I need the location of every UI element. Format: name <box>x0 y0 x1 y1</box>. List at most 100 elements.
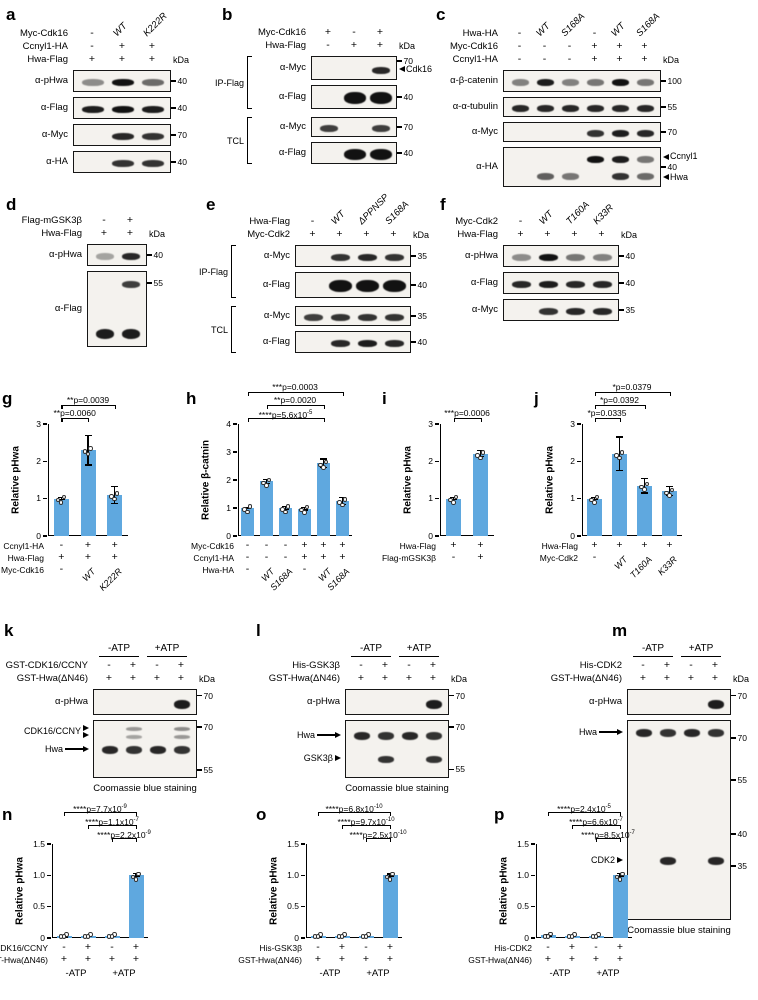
molecular-weight-marker: 35 <box>619 304 635 316</box>
x-symbol: + <box>616 953 624 965</box>
protein-band <box>512 253 531 261</box>
lane-variant: S168A <box>633 11 662 40</box>
x-group-label: -ATP <box>65 968 87 979</box>
marker-value: 35 <box>417 251 427 261</box>
lane-symbol: + <box>177 672 185 684</box>
data-point <box>61 494 67 500</box>
data-point <box>112 496 117 502</box>
y-tick <box>531 905 535 908</box>
lane-symbol: + <box>126 214 134 226</box>
data-point <box>340 502 345 508</box>
y-tick-label: 1.5 <box>287 838 299 849</box>
marker-tick-icon <box>731 694 736 697</box>
lane-symbol: - <box>517 27 522 39</box>
marker-value: 55 <box>667 102 677 112</box>
group-bracket <box>231 245 236 298</box>
significance-line <box>247 418 324 420</box>
protein-band <box>378 732 394 741</box>
marker-value: 55 <box>203 764 213 775</box>
lane-symbol: - <box>517 53 522 65</box>
protein-band <box>562 78 579 86</box>
blot-row-label: α-Myc <box>263 250 290 261</box>
marker-tick-icon <box>619 282 624 284</box>
x-row-label: GST-Hwa(ΔN46) <box>238 955 302 965</box>
data-point <box>266 477 272 483</box>
marker-value: 70 <box>667 127 677 137</box>
molecular-weight-marker: 40 <box>411 279 427 291</box>
significance-label: ****p=2.5x10-10 <box>349 829 407 840</box>
y-tick-label: 1 <box>570 493 575 504</box>
significance-label: **p=0.0039 <box>66 395 110 405</box>
significance-tick <box>88 418 90 422</box>
significance-exponent: -10 <box>397 830 407 836</box>
y-tick <box>301 905 305 908</box>
lane-variant: T160A <box>563 199 592 227</box>
y-tick <box>47 905 51 908</box>
data-point <box>88 446 93 451</box>
significance-tick <box>323 418 325 422</box>
significance-line <box>61 405 115 407</box>
y-tick <box>301 843 305 845</box>
significance-tick <box>594 405 596 409</box>
significance-line <box>64 812 136 814</box>
marker-tick-icon <box>619 255 624 257</box>
molecular-weight-marker: 70 <box>731 732 747 744</box>
significance-exponent: -5 <box>605 804 611 810</box>
marker-tick-icon <box>397 126 402 128</box>
band-annotation-left: GSK3β <box>303 752 333 763</box>
data-point <box>280 507 285 512</box>
protein-band <box>587 129 604 137</box>
panel-letter-m: m <box>612 621 628 640</box>
protein-band <box>122 280 140 288</box>
data-point <box>261 480 266 486</box>
marker-value: 40 <box>667 162 677 172</box>
molecular-weight-marker: 35 <box>411 250 427 262</box>
error-bar-cap <box>339 497 346 499</box>
lane-symbol: + <box>687 672 695 684</box>
marker-tick-icon <box>147 254 152 256</box>
y-tick-label: 3 <box>36 418 41 429</box>
protein-band <box>112 78 134 86</box>
data-point <box>109 494 114 499</box>
lane-symbol: - <box>107 659 111 671</box>
x-row-label: Hwa-Flag <box>541 541 578 551</box>
blot-row-label: α-Flag <box>278 91 306 102</box>
lane-symbol: + <box>363 228 370 240</box>
protein-band <box>344 148 366 160</box>
protein-band <box>426 755 442 763</box>
protein-band <box>566 253 585 261</box>
lane-symbol: - <box>90 27 94 39</box>
kda-units-label: kDa <box>173 55 190 65</box>
protein-band <box>385 253 404 261</box>
lane-variant: K33R <box>590 202 616 227</box>
x-row-label: His-GSK3β <box>259 943 302 953</box>
significance-label: *p=0.0379 <box>612 382 652 392</box>
protein-band <box>637 155 654 163</box>
x-symbol: + <box>338 941 346 953</box>
y-tick-label: 2 <box>428 455 433 466</box>
significance-tick <box>266 405 268 409</box>
y-tick-label: 2 <box>226 474 231 485</box>
molecular-weight-marker: 70 <box>171 129 187 141</box>
error-bar-cap <box>616 873 624 875</box>
significance-label: ****p=2.2x10-9 <box>97 829 151 840</box>
y-tick-label: 1.0 <box>33 869 45 880</box>
header-label: His-CDK2 <box>579 660 622 671</box>
y-tick-label: 1.5 <box>33 838 45 849</box>
marker-value: 40 <box>153 250 163 260</box>
blot-row-label: α-β-catenin <box>450 75 498 86</box>
data-point <box>620 871 625 877</box>
significance-line <box>596 838 620 840</box>
lane-symbol: - <box>542 40 547 52</box>
lane-symbol: - <box>641 659 645 671</box>
data-point <box>644 481 650 487</box>
x-symbol: + <box>108 953 116 965</box>
blot-strip <box>503 245 619 267</box>
protein-band <box>612 104 629 112</box>
data-point <box>589 497 594 503</box>
band-annotation-left: Hwa <box>578 726 597 737</box>
blot-strip <box>73 70 171 92</box>
lane-symbol: + <box>544 228 551 240</box>
lane-symbol: + <box>129 659 137 671</box>
blot-row-label: α-Flag <box>262 336 290 347</box>
